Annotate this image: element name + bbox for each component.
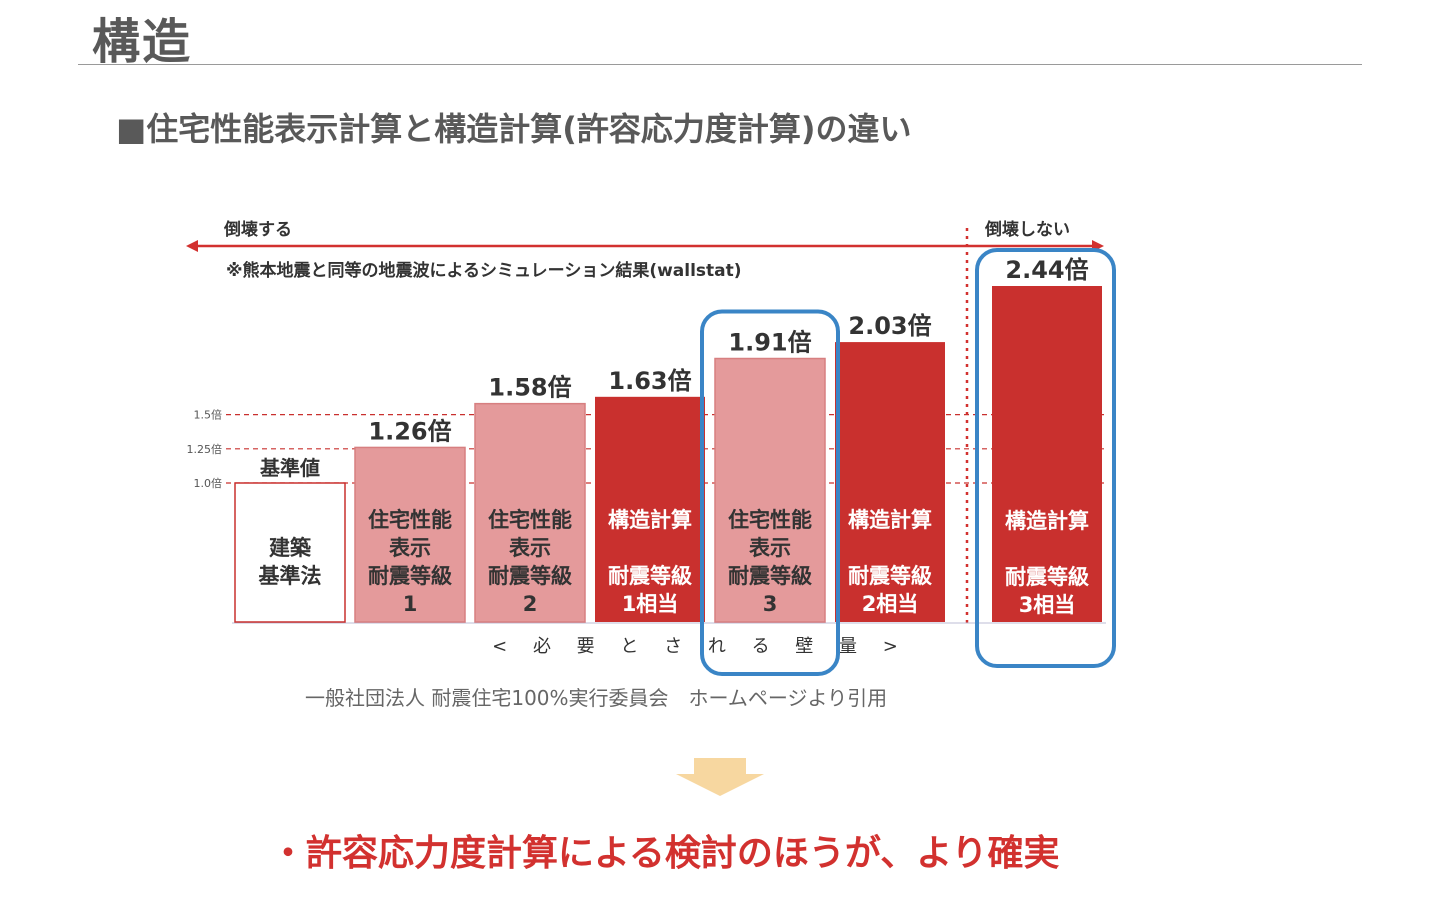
bar-category-label: 構造計算	[1005, 509, 1089, 533]
bar-category-label: 2	[523, 592, 538, 616]
bar-category-label: 3	[763, 592, 778, 616]
bar-value-label: 2.03倍	[848, 312, 931, 340]
section-subtitle: ■住宅性能表示計算と構造計算(許容応力度計算)の違い	[116, 110, 912, 148]
bar-category-label: 耐震等級	[1005, 565, 1089, 589]
conclusion-text: ・許容応力度計算による検討のほうが、より確実	[270, 833, 1060, 874]
bar-category-label: 表示	[509, 536, 551, 560]
bar	[354, 446, 466, 623]
bar-category-label: 住宅性能	[728, 508, 812, 532]
bar	[234, 482, 346, 623]
highlight-outline	[975, 248, 1116, 668]
bar-category-label: 耐震等級	[848, 564, 932, 588]
bar-category-label: 耐震等級	[728, 564, 812, 588]
reference-line-label: 1.0倍	[194, 476, 223, 490]
bar-category-label: 表示	[389, 536, 431, 560]
x-axis-label: < 必 要 と さ れ る 壁 量 >	[492, 636, 908, 657]
bar-category-label: 構造計算	[608, 508, 692, 532]
bar-value-label: 1.91倍	[728, 329, 811, 357]
bar-category-label: 耐震等級	[608, 564, 692, 588]
bar	[595, 396, 705, 622]
bar-category-label: 耐震等級	[368, 564, 452, 588]
bar-category-label: 3相当	[1019, 593, 1076, 617]
bar-category-label: 基準法	[259, 564, 322, 588]
reference-line-label: 1.5倍	[194, 408, 223, 422]
bar-category-label: 住宅性能	[368, 508, 452, 532]
simulation-note: ※熊本地震と同等の地震波によるシミュレーション結果(wallstat)	[226, 260, 742, 281]
collapse-direction-arrow-left-head	[186, 240, 198, 252]
bar-value-label: 1.26倍	[368, 417, 451, 445]
title-divider	[78, 64, 1362, 65]
bar-category-label: 表示	[749, 536, 791, 560]
bar-category-label: 建築	[269, 536, 312, 560]
reference-line-label: 1.25倍	[187, 442, 223, 456]
bar	[835, 342, 945, 622]
bar-category-label: 2相当	[862, 592, 919, 616]
no-collapse-label: 倒壊しない	[984, 220, 1070, 240]
down-arrow-icon	[676, 758, 764, 796]
bar	[992, 286, 1102, 622]
source-citation: 一般社団法人 耐震住宅100%実行委員会 ホームページより引用	[305, 686, 888, 710]
bar-value-label: 2.44倍	[1005, 256, 1088, 284]
page-title: 構造	[92, 14, 193, 70]
bar	[714, 357, 826, 623]
bar	[474, 402, 586, 623]
bar-category-label: 構造計算	[848, 508, 932, 532]
bar-value-label: 1.58倍	[488, 374, 571, 402]
bar-category-label: 1相当	[622, 592, 679, 616]
highlight-outline	[700, 309, 840, 676]
bar-value-label: 基準値	[260, 456, 320, 480]
bar-category-label: 1	[403, 592, 418, 616]
collapse-label: 倒壊する	[223, 220, 292, 240]
bar-category-label: 耐震等級	[488, 564, 572, 588]
bar-category-label: 住宅性能	[488, 508, 572, 532]
bar-value-label: 1.63倍	[608, 367, 691, 395]
seismic-wall-quantity-chart: 倒壊する 倒壊しない ※熊本地震と同等の地震波によるシミュレーション結果(wal…	[186, 220, 1116, 676]
